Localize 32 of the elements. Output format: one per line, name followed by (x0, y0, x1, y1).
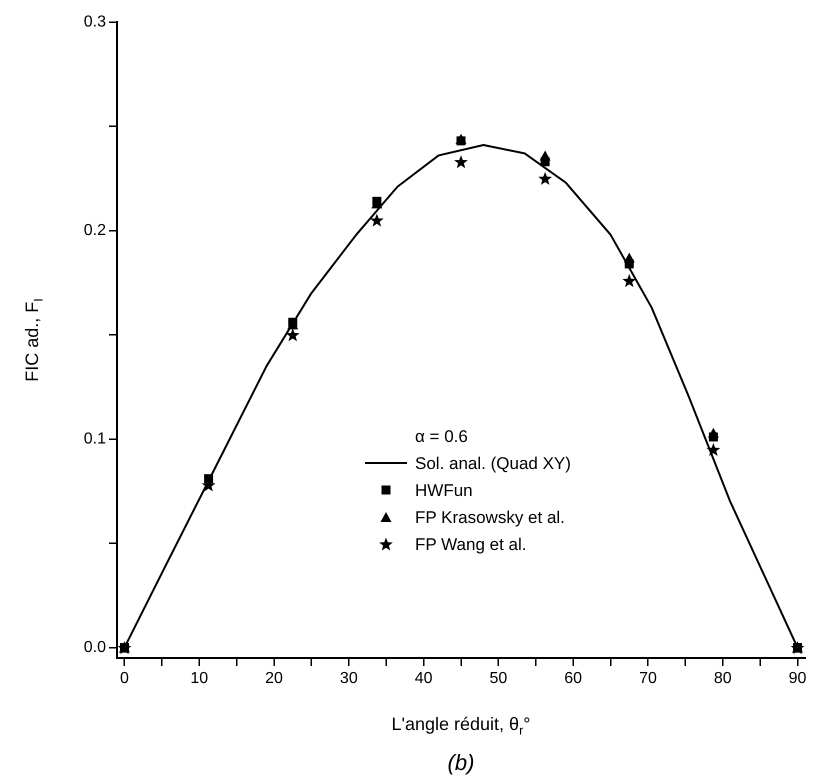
x-tick-label: 30 (340, 670, 358, 688)
point (624, 252, 635, 263)
point (708, 428, 719, 438)
x-tick-label: 40 (414, 670, 433, 688)
point (540, 150, 551, 160)
x-tick-label: 80 (714, 670, 732, 688)
x-tick-label: 0 (120, 670, 130, 688)
point (706, 442, 720, 456)
point (204, 474, 214, 484)
legend-title: α = 0.6 (415, 427, 468, 446)
legend-label: Sol. anal. (Quad XY) (415, 454, 571, 473)
text: (b) (448, 750, 474, 775)
y-axis-title: FIC ad., FI (22, 298, 46, 382)
point (370, 214, 384, 227)
point (622, 274, 636, 288)
y-tick-label: 0.3 (84, 13, 106, 30)
x-tick-label: 50 (489, 670, 508, 688)
point (538, 172, 552, 185)
x-tick-label: 70 (639, 670, 657, 688)
point (454, 155, 468, 168)
y-tick-label: 0.2 (84, 222, 106, 239)
legend-label: HWFun (415, 481, 473, 500)
point (456, 134, 466, 144)
x-tick-label: 10 (190, 670, 208, 688)
x-tick-label: 90 (788, 670, 807, 688)
y-tick-label: 0.0 (84, 638, 106, 656)
point (286, 328, 300, 342)
x-tick-label: 20 (265, 670, 284, 688)
x-tick-label: 60 (564, 670, 582, 688)
y-tick-label: 0.1 (84, 430, 106, 448)
legend-label: FP Krasowsky et al. (415, 508, 565, 527)
legend-label: FP Wang et al. (415, 535, 526, 554)
